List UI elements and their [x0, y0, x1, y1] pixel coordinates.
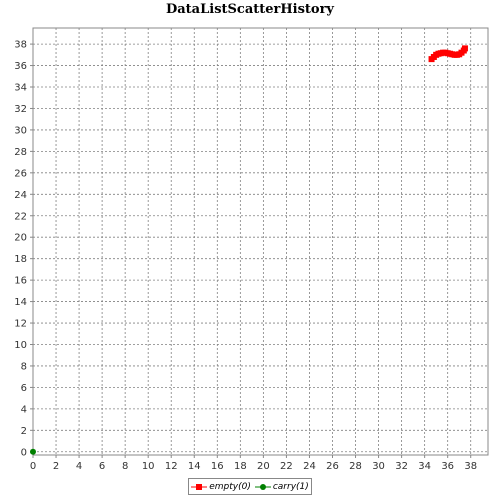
x-tick-label: 18 [234, 461, 247, 472]
plot-area-background [33, 28, 488, 455]
y-tick-label: 12 [14, 319, 27, 330]
y-tick-label: 26 [14, 168, 27, 179]
x-tick-label: 14 [188, 461, 201, 472]
axes: 0 2 4 6 8 10 12 14 16 18 20 22 24 26 28 30 32 34 36 3802468… [14, 40, 477, 472]
grid [33, 28, 488, 455]
x-tick-label: 6 [99, 461, 105, 472]
y-tick-label: 10 [14, 340, 27, 351]
y-tick-label: 28 [14, 147, 27, 158]
y-tick-label: 2 [21, 426, 27, 437]
x-tick-label: 32 [395, 461, 408, 472]
x-tick-label: 16 [211, 461, 224, 472]
y-tick-label: 16 [14, 276, 27, 287]
plot-area-border [32, 27, 489, 456]
y-tick-label: 6 [21, 383, 27, 394]
x-tick-label: 26 [326, 461, 339, 472]
y-tick-label: 0 [21, 447, 27, 458]
data-point [461, 45, 468, 52]
legend: empty(0) carry(1) [188, 478, 312, 495]
x-tick-label: 10 [142, 461, 155, 472]
legend-item-carry: carry(1) [254, 481, 309, 492]
legend-item-empty: empty(0) [191, 482, 251, 492]
data-point [30, 448, 36, 455]
series-0 [428, 45, 468, 63]
x-tick-label: 8 [122, 461, 128, 472]
x-tick-label: 12 [165, 461, 178, 472]
x-tick-label: 2 [53, 461, 59, 472]
y-tick-label: 4 [21, 404, 27, 415]
y-tick-label: 20 [14, 233, 27, 244]
x-tick-label: 34 [418, 461, 431, 472]
y-tick-label: 18 [14, 254, 27, 265]
x-tick-label: 4 [76, 461, 82, 472]
x-tick-label: 22 [280, 461, 293, 472]
x-tick-label: 24 [303, 461, 316, 472]
x-tick-label: 36 [441, 461, 454, 472]
data-marks [30, 45, 468, 455]
legend-square-marker-icon [191, 483, 208, 490]
chart-title: DataListScatterHistory [165, 2, 334, 17]
x-tick-label: 0 [30, 461, 36, 472]
legend-circle-marker-icon [254, 483, 271, 490]
y-tick-label: 34 [14, 83, 27, 94]
x-tick-label: 38 [464, 461, 477, 472]
legend-label-carry: carry(1) [272, 481, 309, 492]
x-tick-label: 30 [372, 461, 385, 472]
y-tick-label: 22 [14, 211, 27, 222]
y-tick-label: 24 [14, 190, 27, 201]
y-tick-label: 36 [14, 61, 27, 72]
x-tick-label: 28 [349, 461, 362, 472]
series-1 [30, 448, 36, 455]
y-tick-label: 32 [14, 104, 27, 115]
y-tick-label: 8 [21, 361, 27, 372]
x-tick-label: 20 [257, 461, 270, 472]
y-tick-label: 14 [14, 297, 27, 308]
y-tick-label: 30 [14, 125, 27, 136]
y-tick-label: 38 [14, 40, 27, 51]
legend-label-empty: empty(0) [209, 481, 251, 492]
